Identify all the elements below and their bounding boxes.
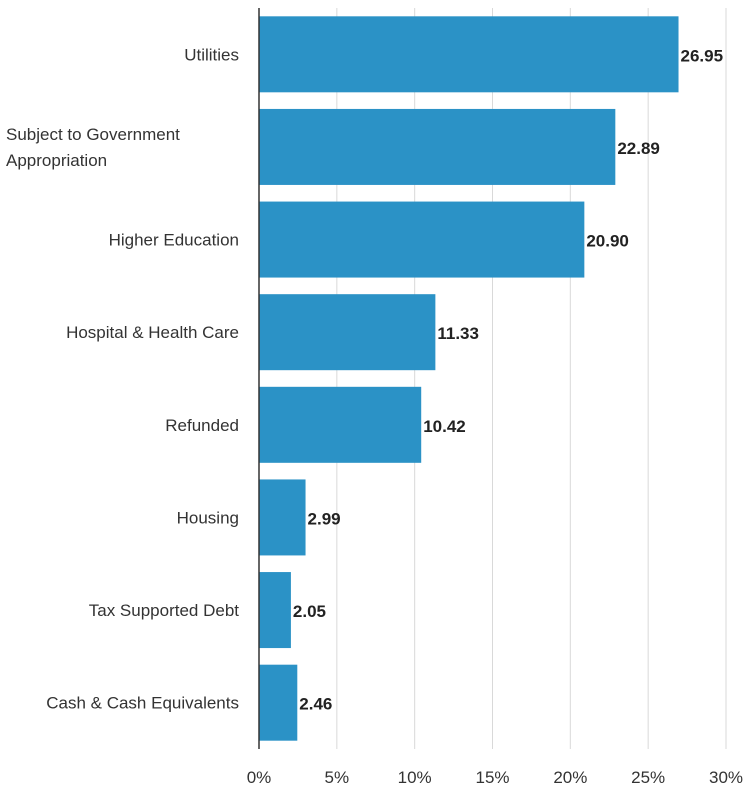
x-tick-label: 0% [247,768,272,787]
x-axis-tick-labels: 0% 5% 10% 15% 20% 25% 30% [247,768,743,787]
category-label-line: Hospital & Health Care [66,323,239,342]
category-label: Tax Supported Debt [89,601,240,620]
data-label: 2.99 [308,509,341,528]
value-labels: 26.95 22.89 20.90 11.33 10.42 2.99 2.05 2.46 [293,46,723,713]
category-label: Hospital & Health Care [66,323,239,342]
bar [259,572,291,649]
x-tick-label: 25% [631,768,665,787]
x-tick-label: 5% [325,768,350,787]
category-label: Cash & Cash Equivalents [46,694,239,713]
category-labels: Utilities Subject to Government Appropriat… [6,45,239,712]
bar [259,386,422,463]
data-label: 26.95 [681,46,724,65]
data-label: 2.05 [293,602,326,621]
category-label-line: Housing [177,508,239,527]
category-label-line: Utilities [184,45,239,64]
category-label: Refunded [165,416,239,435]
category-label-line: Tax Supported Debt [89,601,240,620]
bar [259,294,436,371]
category-label: Higher Education [109,231,239,250]
category-label: Utilities [184,45,239,64]
category-label-line: Appropriation [6,151,107,170]
category-label-line: Subject to Government [6,125,180,144]
data-label: 10.42 [423,417,466,436]
x-tick-label: 10% [398,768,432,787]
x-tick-label: 20% [553,768,587,787]
bar [259,201,585,278]
data-label: 20.90 [586,232,629,251]
bar [259,664,298,741]
data-label: 22.89 [617,139,660,158]
category-label-line: Cash & Cash Equivalents [46,694,239,713]
bars [259,16,679,741]
x-tick-label: 15% [475,768,509,787]
category-label: Subject to Government Appropriation [6,125,180,170]
bar [259,108,616,185]
data-label: 11.33 [437,324,479,343]
category-label-line: Higher Education [109,231,239,250]
category-label-line: Refunded [165,416,239,435]
x-tick-label: 30% [709,768,743,787]
bar [259,479,306,556]
data-label: 2.46 [299,695,332,714]
category-label: Housing [177,508,239,527]
bar [259,16,679,93]
